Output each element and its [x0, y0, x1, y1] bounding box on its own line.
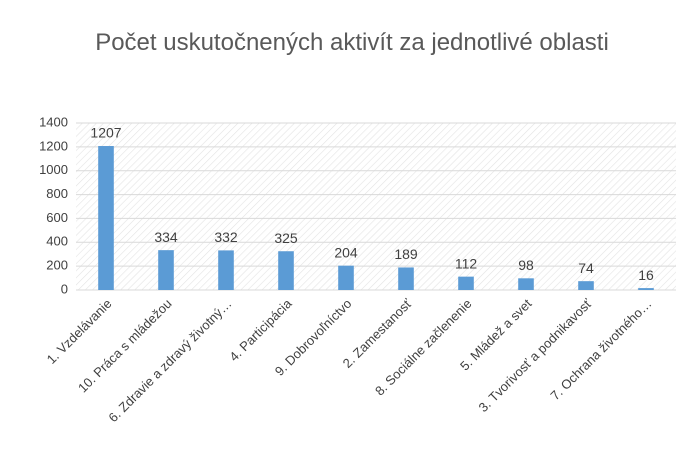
bar — [518, 278, 534, 290]
bar — [158, 250, 174, 290]
bar — [398, 267, 414, 290]
bar — [338, 265, 354, 290]
y-tick-label: 1400 — [39, 114, 68, 129]
data-label: 334 — [154, 229, 178, 245]
y-tick-label: 400 — [46, 234, 68, 249]
data-label: 332 — [214, 229, 238, 245]
bar — [218, 250, 234, 290]
data-label: 98 — [518, 257, 534, 273]
data-label: 204 — [334, 244, 358, 260]
y-tick-label: 0 — [61, 281, 68, 296]
x-tick-label: 7. Ochrana životného… — [547, 296, 654, 403]
data-label: 1207 — [90, 125, 121, 141]
y-tick-label: 1200 — [39, 138, 68, 153]
bar — [578, 281, 594, 290]
bar — [278, 251, 294, 290]
data-label: 74 — [578, 260, 594, 276]
y-tick-label: 1000 — [39, 162, 68, 177]
data-label: 325 — [274, 230, 298, 246]
data-label: 16 — [638, 267, 654, 283]
x-tick-label: 6. Zdravie a zdravý životný… — [105, 296, 234, 425]
data-label: 189 — [394, 246, 418, 262]
chart-title: Počet uskutočnených aktivít za jednotliv… — [95, 29, 609, 56]
y-tick-label: 800 — [46, 186, 68, 201]
y-tick-label: 200 — [46, 258, 68, 273]
bar — [458, 276, 474, 290]
x-tick-label: 3. Tvorivosť a podnikavosť — [476, 296, 595, 415]
data-label: 112 — [455, 255, 478, 271]
y-tick-label: 600 — [46, 210, 68, 225]
plot-area — [76, 123, 676, 290]
bar — [638, 288, 654, 290]
bar — [98, 146, 114, 290]
